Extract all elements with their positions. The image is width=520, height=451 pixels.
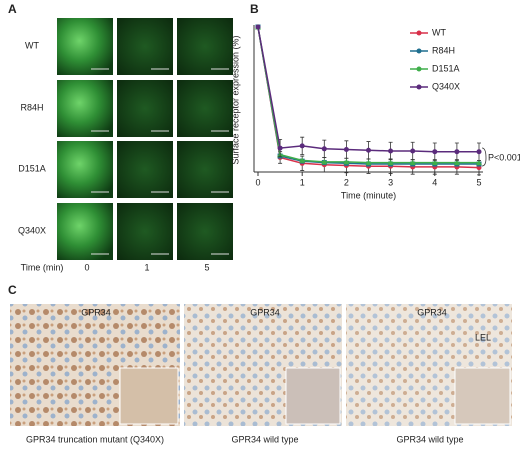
- marker: [321, 158, 328, 165]
- marker: [476, 149, 482, 155]
- x-tick-label: 0: [255, 177, 260, 187]
- marker: [365, 159, 372, 166]
- micrograph: [117, 18, 173, 75]
- inset: [285, 367, 341, 425]
- marker: [410, 148, 416, 154]
- micrograph: [177, 18, 233, 75]
- marker: [321, 146, 327, 152]
- caption: GPR34 wild type: [396, 434, 463, 444]
- micrograph: [117, 80, 173, 137]
- marker: [255, 24, 261, 30]
- marker: [366, 147, 371, 153]
- marker: [388, 148, 394, 154]
- panel-label: B: [250, 2, 259, 16]
- panel-c: GPR34 GPR34 GPR34 LEL GPR34 truncation m…: [10, 304, 512, 444]
- row-label: Q340X: [18, 225, 46, 235]
- bracket: [481, 147, 487, 167]
- y-axis-label: Surface receptor expression (%): [230, 35, 240, 164]
- micrograph: [57, 18, 113, 75]
- panel-label: A: [8, 2, 17, 16]
- marker: [409, 159, 416, 166]
- legend-label: R84H: [432, 45, 455, 55]
- time-label: Time (min): [21, 262, 64, 272]
- stain-label: GPR34: [417, 307, 447, 317]
- marker: [431, 159, 438, 166]
- marker: [387, 159, 394, 166]
- time-value: 5: [204, 262, 209, 272]
- x-tick-label: 2: [344, 177, 349, 187]
- marker: [299, 143, 305, 149]
- marker: [453, 159, 460, 166]
- micrograph: [117, 141, 173, 198]
- row-label: WT: [25, 40, 39, 50]
- time-value: 1: [144, 262, 149, 272]
- region-label: LEL: [475, 332, 491, 342]
- panel-a: WT R84H D151A Q340X Time (min) 0 1 5: [18, 18, 233, 272]
- stain-label: GPR34: [250, 307, 280, 317]
- x-tick-label: 3: [388, 177, 393, 187]
- marker: [277, 145, 283, 151]
- marker: [432, 149, 438, 155]
- x-tick-label: 1: [300, 177, 305, 187]
- marker: [343, 158, 350, 165]
- legend-label: WT: [432, 27, 446, 37]
- micrograph: [177, 141, 233, 198]
- micrograph: [177, 80, 233, 137]
- annotation: P<0.001: [488, 152, 520, 162]
- micrograph: [177, 203, 233, 260]
- micrograph: [117, 203, 173, 260]
- stain-label: GPR34: [81, 307, 111, 317]
- legend-marker: [416, 48, 422, 54]
- micrograph: [57, 203, 113, 260]
- legend-marker: [416, 30, 422, 36]
- inset: [454, 367, 511, 425]
- marker: [343, 147, 349, 153]
- panel-label: C: [8, 283, 17, 297]
- micrograph: [57, 80, 113, 137]
- marker: [476, 159, 482, 166]
- time-value: 0: [84, 262, 89, 272]
- x-tick-label: 4: [432, 177, 437, 187]
- row-label: D151A: [18, 163, 46, 173]
- legend-label: D151A: [432, 63, 460, 73]
- inset: [119, 367, 179, 425]
- legend-marker: [416, 84, 422, 90]
- row-label: R84H: [20, 102, 43, 112]
- panel-b: 0 1 2 3 4 5 Time (minute) Surface receptor expr…: [230, 24, 520, 200]
- micrograph: [57, 141, 113, 198]
- legend-label: Q340X: [432, 81, 460, 91]
- x-axis-label: Time (minute): [341, 190, 396, 200]
- legend-marker: [416, 66, 422, 72]
- caption: GPR34 wild type: [231, 434, 298, 444]
- marker: [454, 149, 460, 155]
- caption: GPR34 truncation mutant (Q340X): [26, 434, 164, 444]
- marker: [299, 157, 306, 163]
- x-tick-label: 5: [476, 177, 481, 187]
